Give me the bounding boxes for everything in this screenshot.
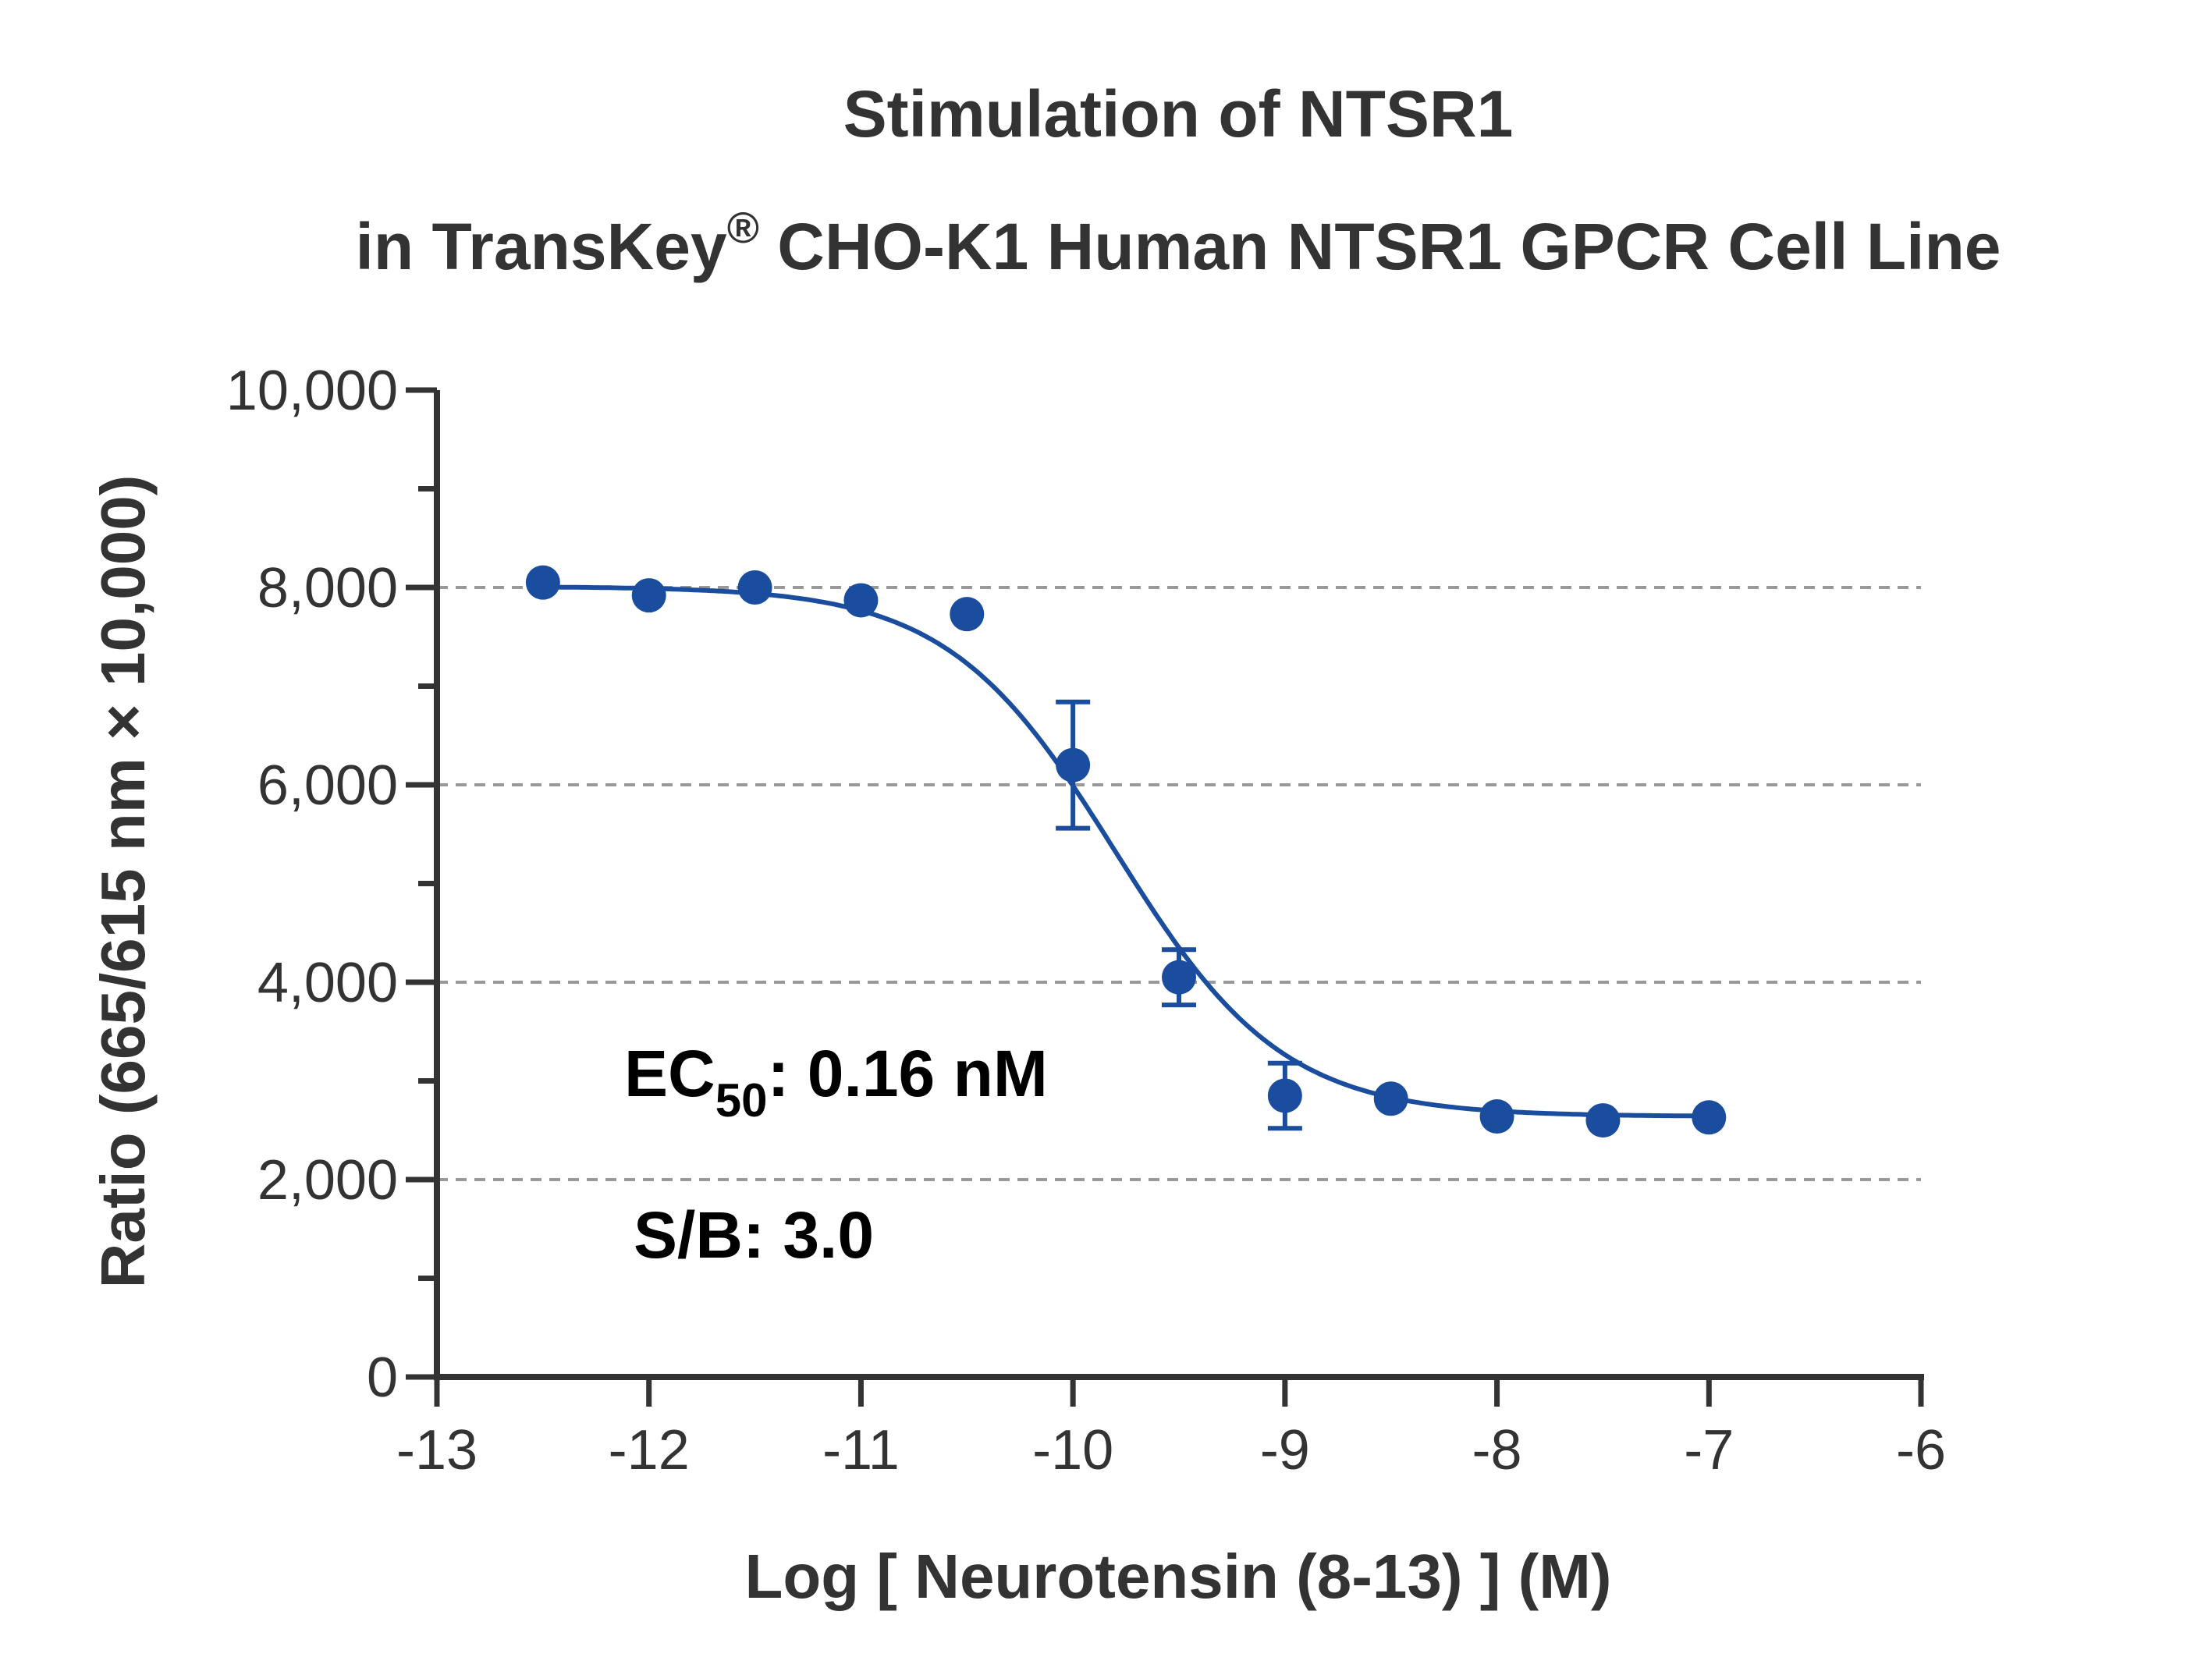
x-axis-title: Log [ Neurotensin (8-13) ] (M): [744, 1542, 1611, 1611]
data-point: [1479, 1099, 1514, 1134]
data-point: [1162, 960, 1196, 995]
ec50-subscript: 50: [715, 1074, 768, 1127]
sb-annotation: S/B: 3.0: [634, 1198, 874, 1272]
title-prefix: in TransKey: [356, 210, 727, 283]
y-tick-label: 4,000: [257, 952, 398, 1014]
x-tick-label: -13: [396, 1419, 478, 1482]
data-point: [1056, 747, 1091, 782]
x-tick-label: -7: [1684, 1419, 1734, 1482]
data-points: [525, 565, 1727, 1138]
data-point: [1692, 1100, 1727, 1135]
registered-mark: ®: [727, 203, 759, 252]
x-tick-label: -6: [1896, 1419, 1946, 1482]
y-tick-label: 10,000: [226, 360, 398, 422]
fit-curve-group: [542, 584, 1710, 1119]
title-suffix: CHO-K1 Human NTSR1 GPCR Cell Line: [759, 210, 2001, 283]
data-point: [1373, 1081, 1408, 1116]
y-axis-title: Ratio (665/615 nm × 10,000): [88, 475, 158, 1289]
y-tick-label: 2,000: [257, 1149, 398, 1212]
data-point: [950, 597, 985, 632]
data-point: [631, 578, 666, 613]
y-tick-label: 6,000: [257, 754, 398, 817]
data-point: [525, 565, 560, 600]
chart-title-line2: in TransKey® CHO-K1 Human NTSR1 GPCR Cel…: [356, 203, 2001, 283]
data-point: [737, 570, 772, 605]
x-tick-label: -9: [1260, 1419, 1310, 1482]
x-tick-label: -8: [1472, 1419, 1522, 1482]
x-tick-label: -12: [609, 1419, 690, 1482]
data-point: [1267, 1078, 1302, 1113]
y-tick-label: 8,000: [257, 557, 398, 619]
y-tick-label: 0: [367, 1347, 398, 1409]
error-bars: [1056, 699, 1302, 1131]
axes: 0 2,000 4,000 6,000 8,000 10,000 -13 -12 -11 -10 -…: [226, 360, 1946, 1482]
data-point: [843, 583, 879, 618]
ec50-annotation: EC50: 0.16 nM: [624, 1037, 1048, 1127]
fit-curve: [542, 584, 1710, 1119]
chart-title-line1: Stimulation of NTSR1: [843, 77, 1514, 151]
x-tick-label: -10: [1032, 1419, 1113, 1482]
data-point: [1585, 1103, 1621, 1138]
x-tick-label: -11: [822, 1419, 900, 1482]
